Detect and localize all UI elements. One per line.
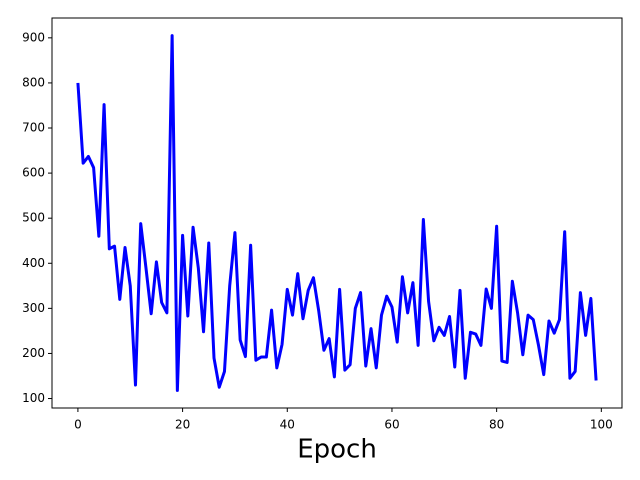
data-line [76, 34, 598, 392]
x-tick-label: 100 [590, 418, 613, 432]
y-tick-label: 900 [22, 30, 45, 44]
y-tick-label: 200 [22, 346, 45, 360]
x-tick-label: 60 [384, 418, 399, 432]
y-tick-label: 700 [22, 121, 45, 135]
x-axis-label: Epoch [297, 435, 377, 465]
y-tick-label: 100 [22, 391, 45, 405]
x-tick-label: 0 [74, 418, 82, 432]
y-tick-label: 300 [22, 301, 45, 315]
x-tick-label: 20 [175, 418, 190, 432]
x-tick-label: 80 [489, 418, 504, 432]
y-tick-label: 600 [22, 166, 45, 180]
y-tick-label: 400 [22, 256, 45, 270]
y-tick-label: 500 [22, 211, 45, 225]
y-tick-label: 800 [22, 75, 45, 89]
plot-frame [51, 17, 623, 409]
x-tick-label: 40 [280, 418, 295, 432]
